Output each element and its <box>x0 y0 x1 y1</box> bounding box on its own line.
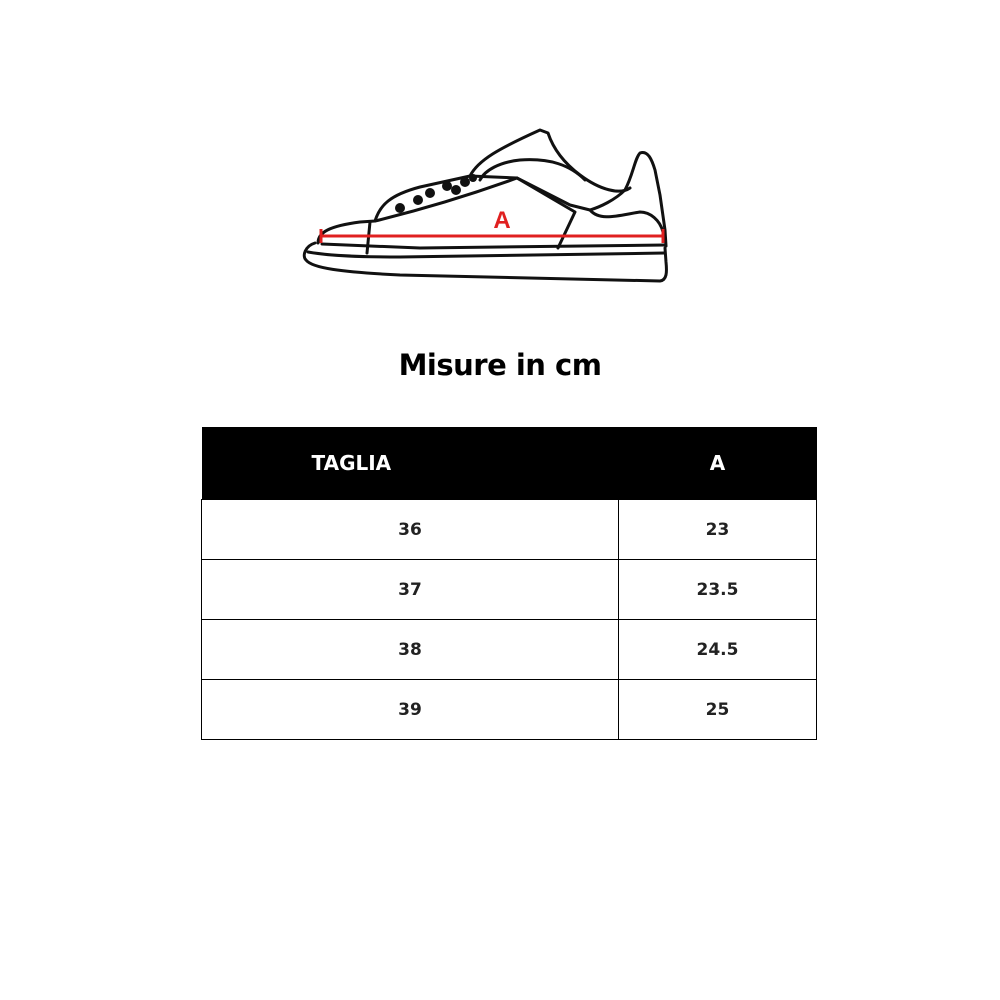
size-cell: 38 <box>201 619 619 680</box>
length-cell: 25 <box>618 679 817 740</box>
size-cell: 39 <box>201 679 619 740</box>
size-cell: 37 <box>201 559 619 620</box>
table-row: 37 23.5 <box>201 559 817 620</box>
shoe-diagram: A <box>302 128 668 283</box>
shoe-upper <box>316 150 668 248</box>
measure-label: A <box>493 207 510 234</box>
length-cell: 24.5 <box>618 619 817 680</box>
column-header-a: A <box>618 427 817 500</box>
column-header-taglia: TAGLIA <box>201 427 619 500</box>
lace-holes <box>395 174 477 213</box>
table-row: 38 24.5 <box>201 619 817 680</box>
size-cell: 36 <box>201 499 619 560</box>
measure-line-a <box>319 229 665 243</box>
shoe-sole <box>302 241 668 283</box>
size-table: TAGLIA A 36 23 37 23.5 38 24.5 39 25 <box>201 427 817 740</box>
length-cell: 23 <box>618 499 817 560</box>
length-cell: 23.5 <box>618 559 817 620</box>
table-row: 36 23 <box>201 499 817 560</box>
page-title: Misure in cm <box>398 348 602 382</box>
table-row: 39 25 <box>201 679 817 740</box>
shoe-sole-line <box>306 250 667 259</box>
table-header-row: TAGLIA A <box>201 427 817 500</box>
